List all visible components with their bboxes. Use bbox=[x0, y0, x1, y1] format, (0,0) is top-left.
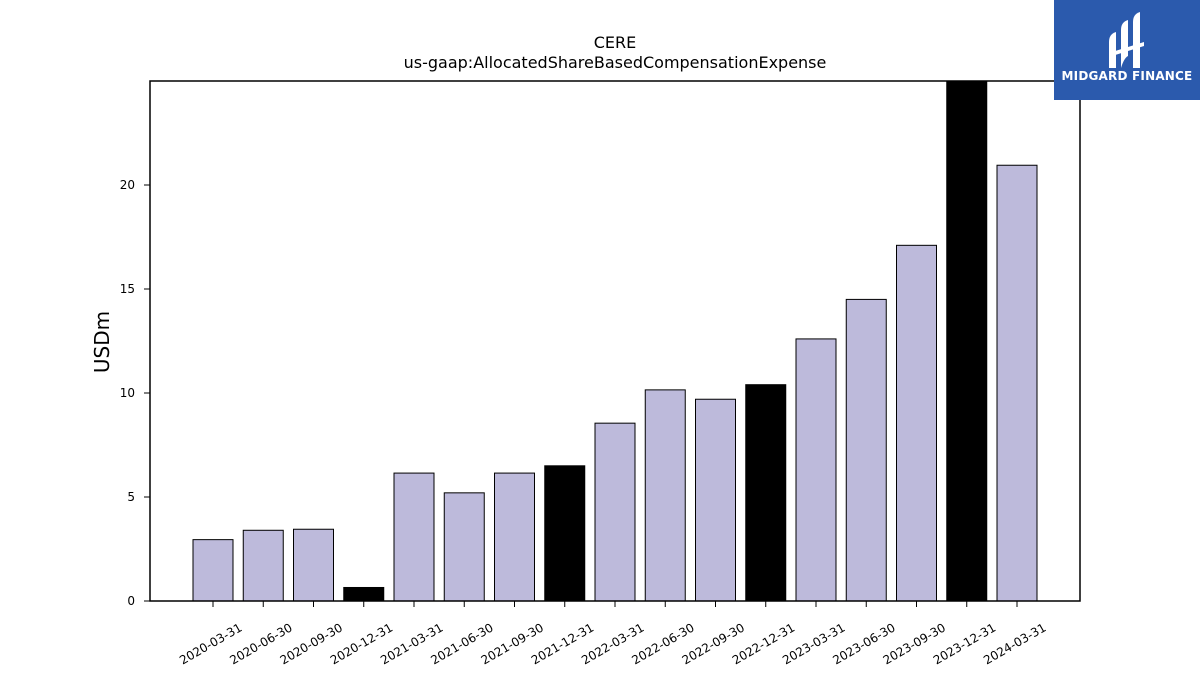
bar-2023-09-30 bbox=[896, 244, 937, 602]
bar-2020-06-30 bbox=[242, 529, 284, 602]
y-tick-label: 15 bbox=[120, 282, 135, 296]
bar-2024-03-31 bbox=[996, 164, 1038, 602]
y-axis-ticks: 0 5 10 15 20 bbox=[120, 178, 150, 608]
bar-2022-03-31 bbox=[594, 422, 636, 602]
y-tick-label: 0 bbox=[127, 594, 135, 608]
bar-2021-03-31 bbox=[393, 472, 435, 602]
y-tick-label: 10 bbox=[120, 386, 135, 400]
chart-title: CERE bbox=[594, 33, 637, 52]
y-tick-label: 5 bbox=[127, 490, 135, 504]
plot-frame bbox=[149, 80, 1081, 602]
y-tick-label: 20 bbox=[120, 178, 135, 192]
bar-2022-06-30 bbox=[644, 389, 686, 602]
chart-subtitle: us-gaap:AllocatedShareBasedCompensationE… bbox=[404, 53, 827, 72]
bar-2023-06-30 bbox=[845, 298, 887, 602]
x-axis-ticks: 2020-03-312020-06-302020-09-302020-12-31… bbox=[177, 601, 1049, 667]
bar-2020-09-30 bbox=[293, 528, 334, 602]
bar-2023-12-31 bbox=[946, 80, 988, 602]
bar-2021-09-30 bbox=[494, 472, 535, 602]
bar-2020-03-31 bbox=[192, 539, 234, 602]
bars-group bbox=[192, 80, 1038, 602]
bar-2023-03-31 bbox=[795, 338, 837, 602]
bar-2021-12-31 bbox=[544, 465, 586, 602]
bar-2021-06-30 bbox=[443, 492, 485, 602]
bar-2022-12-31 bbox=[745, 384, 787, 602]
bar-2022-09-30 bbox=[695, 398, 736, 602]
logo-text: MIDGARD FINANCE bbox=[1061, 69, 1193, 83]
midgard-finance-logo: MIDGARD FINANCE bbox=[1054, 0, 1200, 100]
y-axis-label: USDm bbox=[90, 311, 114, 373]
midgard-logo-icon bbox=[1109, 12, 1144, 68]
bar-2020-12-31 bbox=[343, 586, 385, 602]
